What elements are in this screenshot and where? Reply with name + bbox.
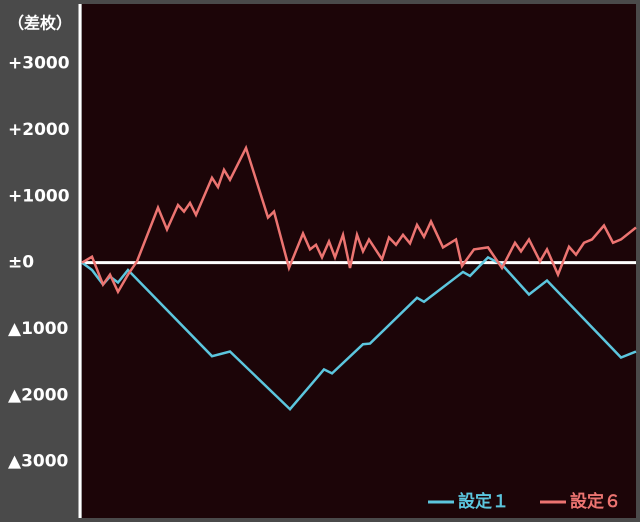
series-line [81, 144, 637, 295]
legend-label: 設定１ [458, 491, 509, 512]
series-line [81, 255, 637, 412]
y-tick-label: ▲3000 [8, 452, 69, 472]
y-tick-label: ±0 [8, 253, 34, 273]
y-axis-title: （差枚） [8, 14, 72, 33]
y-tick-label: +3000 [8, 54, 70, 74]
plot-area [82, 4, 636, 518]
y-tick-label: ▲2000 [8, 385, 69, 405]
y-tick-label: +1000 [8, 186, 70, 206]
y-tick-label: +2000 [8, 120, 70, 140]
legend-label: 設定６ [570, 491, 621, 512]
y-tick-label: ▲1000 [8, 319, 69, 339]
